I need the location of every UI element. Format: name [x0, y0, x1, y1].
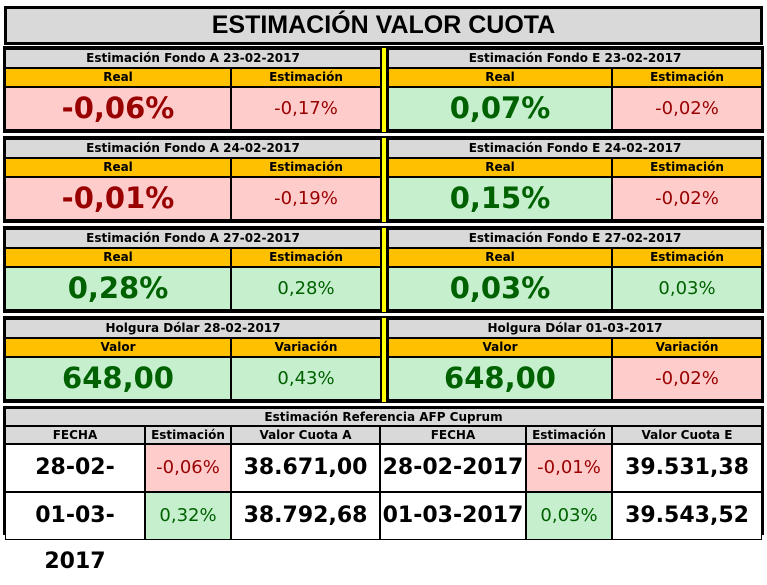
- reference-date-cell: 01-03-2017: [380, 492, 526, 540]
- reference-column-header: FECHA: [5, 426, 145, 444]
- column-header: Estimación: [231, 158, 381, 177]
- column-header: Real: [5, 158, 231, 177]
- real-value: -0,01%: [5, 177, 231, 220]
- column-header: Estimación: [231, 68, 381, 87]
- panel-header: Estimación Fondo E 23-02-2017: [388, 49, 762, 68]
- separator-bar: [380, 48, 388, 132]
- reference-column-header: Valor Cuota E: [612, 426, 762, 444]
- column-header: Variación: [231, 338, 381, 357]
- reference-date-cell: 01-03-2017: [5, 492, 145, 574]
- reference-column-header: FECHA: [380, 426, 526, 444]
- real-value: 0,03%: [388, 267, 612, 310]
- reference-date-cell: 28-02-2017: [5, 444, 145, 526]
- column-header: Real: [388, 68, 612, 87]
- estimate-value: -0,19%: [231, 177, 381, 220]
- column-header: Estimación: [612, 68, 762, 87]
- column-header: Real: [5, 68, 231, 87]
- estimate-value: -0,02%: [612, 87, 762, 130]
- real-value: 0,28%: [5, 267, 231, 310]
- reference-date-cell: 28-02-2017: [380, 444, 526, 492]
- reference-value-cell: 39.531,38: [612, 444, 762, 492]
- column-header: Estimación: [231, 248, 381, 267]
- panel-header: Holgura Dólar 28-02-2017: [5, 319, 381, 338]
- reference-value-cell: 38.671,00: [231, 444, 380, 492]
- real-value: 0,07%: [388, 87, 612, 130]
- panel-header: Estimación Fondo A 27-02-2017: [5, 229, 381, 248]
- real-value: 0,15%: [388, 177, 612, 220]
- panel-header: Estimación Fondo E 27-02-2017: [388, 229, 762, 248]
- real-value: 648,00: [5, 357, 231, 400]
- panel-header: Estimación Fondo E 24-02-2017: [388, 139, 762, 158]
- reference-column-header: Estimación A: [145, 426, 231, 458]
- estimate-value: -0,02%: [612, 177, 762, 220]
- separator-bar: [380, 318, 388, 402]
- separator-bar: [380, 138, 388, 222]
- estimate-value: -0,17%: [231, 87, 381, 130]
- reference-header: Estimación Referencia AFP Cuprum: [5, 408, 762, 426]
- panel-header: Holgura Dólar 01-03-2017: [388, 319, 762, 338]
- reference-estimate-cell: 0,32%: [145, 492, 231, 540]
- reference-column-header: Estimación E: [526, 426, 612, 458]
- column-header: Estimación: [612, 248, 762, 267]
- real-value: -0,06%: [5, 87, 231, 130]
- separator-bar: [380, 228, 388, 312]
- page-title: ESTIMACIÓN VALOR CUOTA: [4, 6, 763, 45]
- column-header: Variación: [612, 338, 762, 357]
- column-header: Valor: [5, 338, 231, 357]
- panel-header: Estimación Fondo A 24-02-2017: [5, 139, 381, 158]
- column-header: Estimación: [612, 158, 762, 177]
- estimate-value: 0,28%: [231, 267, 381, 310]
- reference-estimate-cell: 0,03%: [526, 492, 612, 540]
- estimate-value: 0,43%: [231, 357, 381, 400]
- column-header: Valor: [388, 338, 612, 357]
- column-header: Real: [5, 248, 231, 267]
- real-value: 648,00: [388, 357, 612, 400]
- estimate-value: 0,03%: [612, 267, 762, 310]
- column-header: Real: [388, 158, 612, 177]
- reference-value-cell: 39.543,52: [612, 492, 762, 540]
- reference-value-cell: 38.792,68: [231, 492, 380, 540]
- reference-column-header: Valor Cuota A: [231, 426, 380, 444]
- column-header: Real: [388, 248, 612, 267]
- panel-header: Estimación Fondo A 23-02-2017: [5, 49, 381, 68]
- estimate-value: -0,02%: [612, 357, 762, 400]
- reference-estimate-cell: -0,01%: [526, 444, 612, 492]
- reference-estimate-cell: -0,06%: [145, 444, 231, 492]
